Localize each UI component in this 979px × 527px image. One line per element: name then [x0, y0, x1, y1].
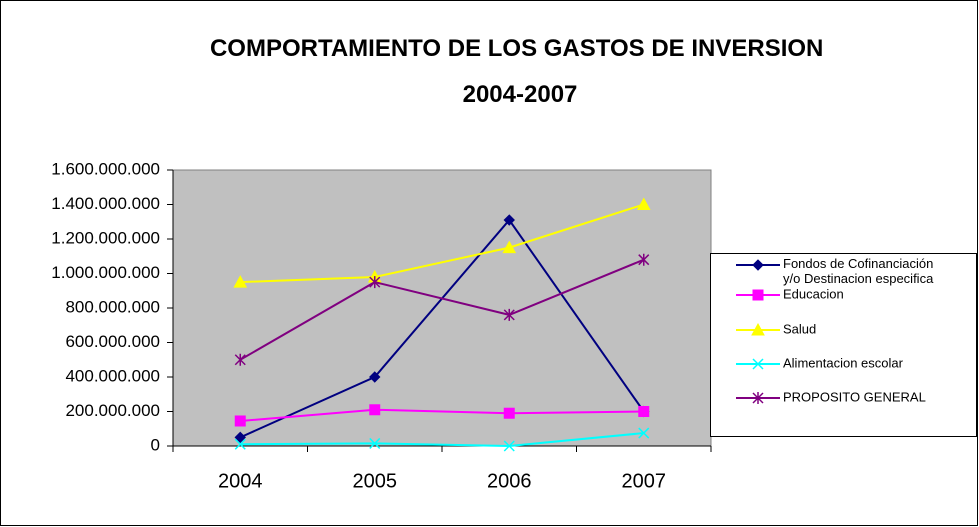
plot-area [172, 169, 712, 447]
marker [234, 415, 246, 427]
series-line [240, 408, 644, 422]
marker [752, 358, 764, 370]
marker [369, 276, 381, 289]
marker [234, 438, 246, 450]
legend-label: Salud [783, 321, 816, 336]
y-tick-label: 1.400.000.000 [51, 194, 160, 213]
marker [369, 437, 381, 449]
y-tick-label: 800.000.000 [65, 297, 160, 316]
marker [638, 427, 650, 439]
x-tick-label: 2005 [353, 470, 398, 492]
y-tick-label: 600.000.000 [65, 332, 160, 351]
marker [234, 353, 246, 366]
marker [638, 253, 650, 266]
series-line [240, 203, 645, 284]
marker [503, 407, 515, 419]
marker [752, 392, 764, 404]
y-tick-label: 400.000.000 [65, 366, 160, 385]
y-tick-label: 1.600.000.000 [51, 159, 160, 178]
marker [369, 371, 381, 383]
x-tick-label: 2007 [622, 470, 667, 492]
series-line [240, 432, 644, 448]
legend-label: Fondos de Cofinanciación y/o Destinacion… [783, 256, 937, 286]
marker [369, 404, 381, 416]
x-tick-label: 2004 [218, 470, 263, 492]
marker [503, 440, 515, 452]
marker [636, 197, 651, 210]
marker [751, 322, 765, 336]
legend-label: PROPOSITO GENERAL [783, 389, 926, 404]
marker [638, 406, 650, 417]
legend-box [710, 253, 977, 437]
y-tick-label: 1.000.000.000 [51, 263, 160, 282]
series-line [239, 258, 645, 361]
marker [502, 240, 517, 254]
x-tick-label: 2006 [487, 470, 532, 492]
legend-label: Alimentacion escolar [783, 355, 904, 370]
legend-label: Educacion [783, 286, 844, 301]
marker [503, 308, 515, 321]
marker [503, 214, 515, 226]
y-tick-label: 1.200.000.000 [51, 228, 160, 247]
chart-title: COMPORTAMIENTO DE LOS GASTOS DE INVERSIO… [210, 35, 830, 108]
marker [752, 289, 764, 301]
y-tick-label: 0 [151, 435, 160, 454]
y-tick-label: 200.000.000 [65, 401, 160, 420]
marker [752, 259, 764, 271]
marker [234, 431, 246, 444]
marker [233, 275, 248, 288]
